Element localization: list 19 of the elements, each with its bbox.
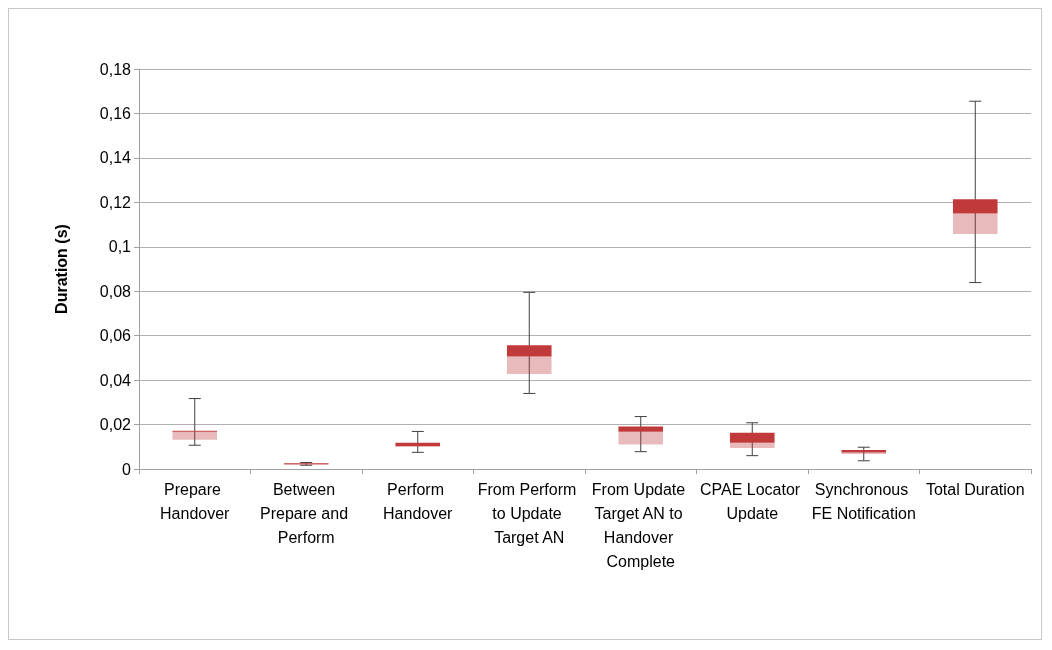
y-tick-label: 0,12: [99, 193, 132, 211]
y-tick-label: 0,14: [99, 149, 132, 167]
x-tick-label: Prepare Handover: [160, 480, 231, 522]
y-axis-title: Duration (s): [52, 224, 70, 314]
y-tick-label: 0,16: [99, 104, 132, 122]
x-tick-label: Perform Handover: [383, 480, 454, 522]
y-tick-label: 0,04: [99, 371, 132, 389]
x-tick-label: Total Duration: [925, 480, 1025, 498]
x-tick-label: From Perform to Update Target AN: [477, 480, 581, 546]
x-tick-label: Between Prepare and Perform: [259, 480, 353, 546]
x-tick-label: CPAE Locator Update: [699, 480, 805, 522]
x-tick-label: Synchronous FE Notification: [811, 480, 916, 522]
y-tick-label: 0,1: [108, 238, 132, 256]
y-tick-label: 0,06: [99, 327, 132, 345]
y-tick-label: 0,02: [99, 416, 132, 434]
y-tick-label: 0: [122, 460, 132, 478]
y-tick-label: 0,18: [99, 60, 132, 78]
x-tick-label: From Update Target AN to Handover Complete: [591, 480, 690, 570]
y-tick-label: 0,08: [99, 282, 132, 300]
